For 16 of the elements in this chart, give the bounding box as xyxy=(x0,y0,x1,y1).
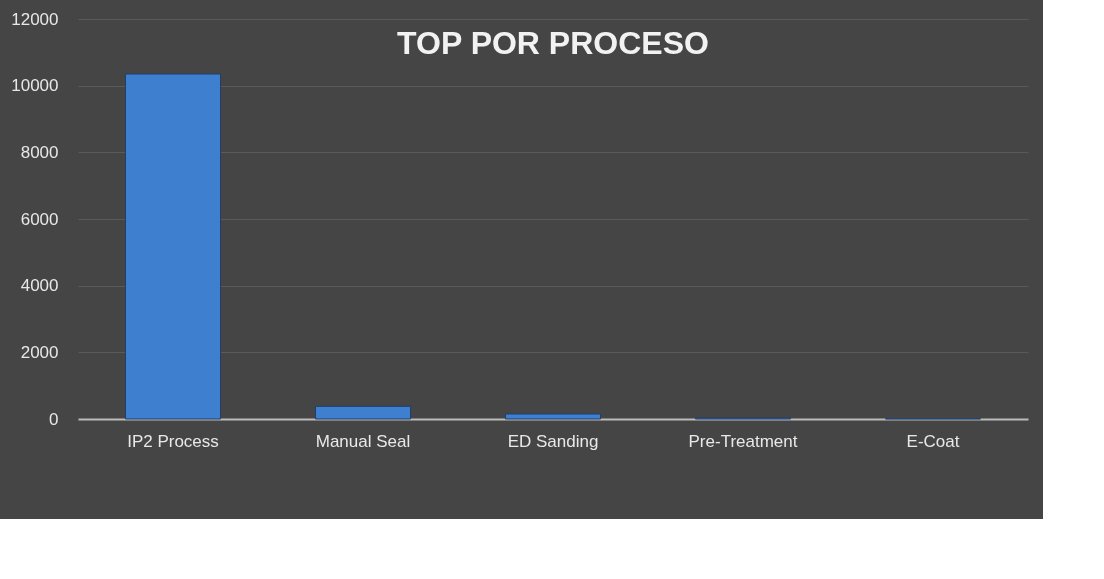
bar xyxy=(125,73,221,420)
x-tick-label: Pre-Treatment xyxy=(688,431,798,451)
y-tick-label: 2000 xyxy=(20,342,59,362)
x-tick-label: Manual Seal xyxy=(315,431,411,451)
bar xyxy=(315,405,411,420)
bar xyxy=(505,413,601,420)
y-tick-label: 8000 xyxy=(20,142,59,162)
x-tick-label: IP2 Process xyxy=(127,431,219,451)
y-tick-label: 6000 xyxy=(20,209,59,229)
y-tick-label: 10000 xyxy=(11,76,59,96)
y-tick-label: 0 xyxy=(49,409,59,429)
y-tick-label: 4000 xyxy=(20,276,59,296)
x-tick-label: E-Coat xyxy=(906,431,960,451)
y-tick-label: 12000 xyxy=(11,9,59,29)
x-tick-label: ED Sanding xyxy=(507,431,599,451)
chart-title: TOP POR PROCESO xyxy=(397,25,709,61)
